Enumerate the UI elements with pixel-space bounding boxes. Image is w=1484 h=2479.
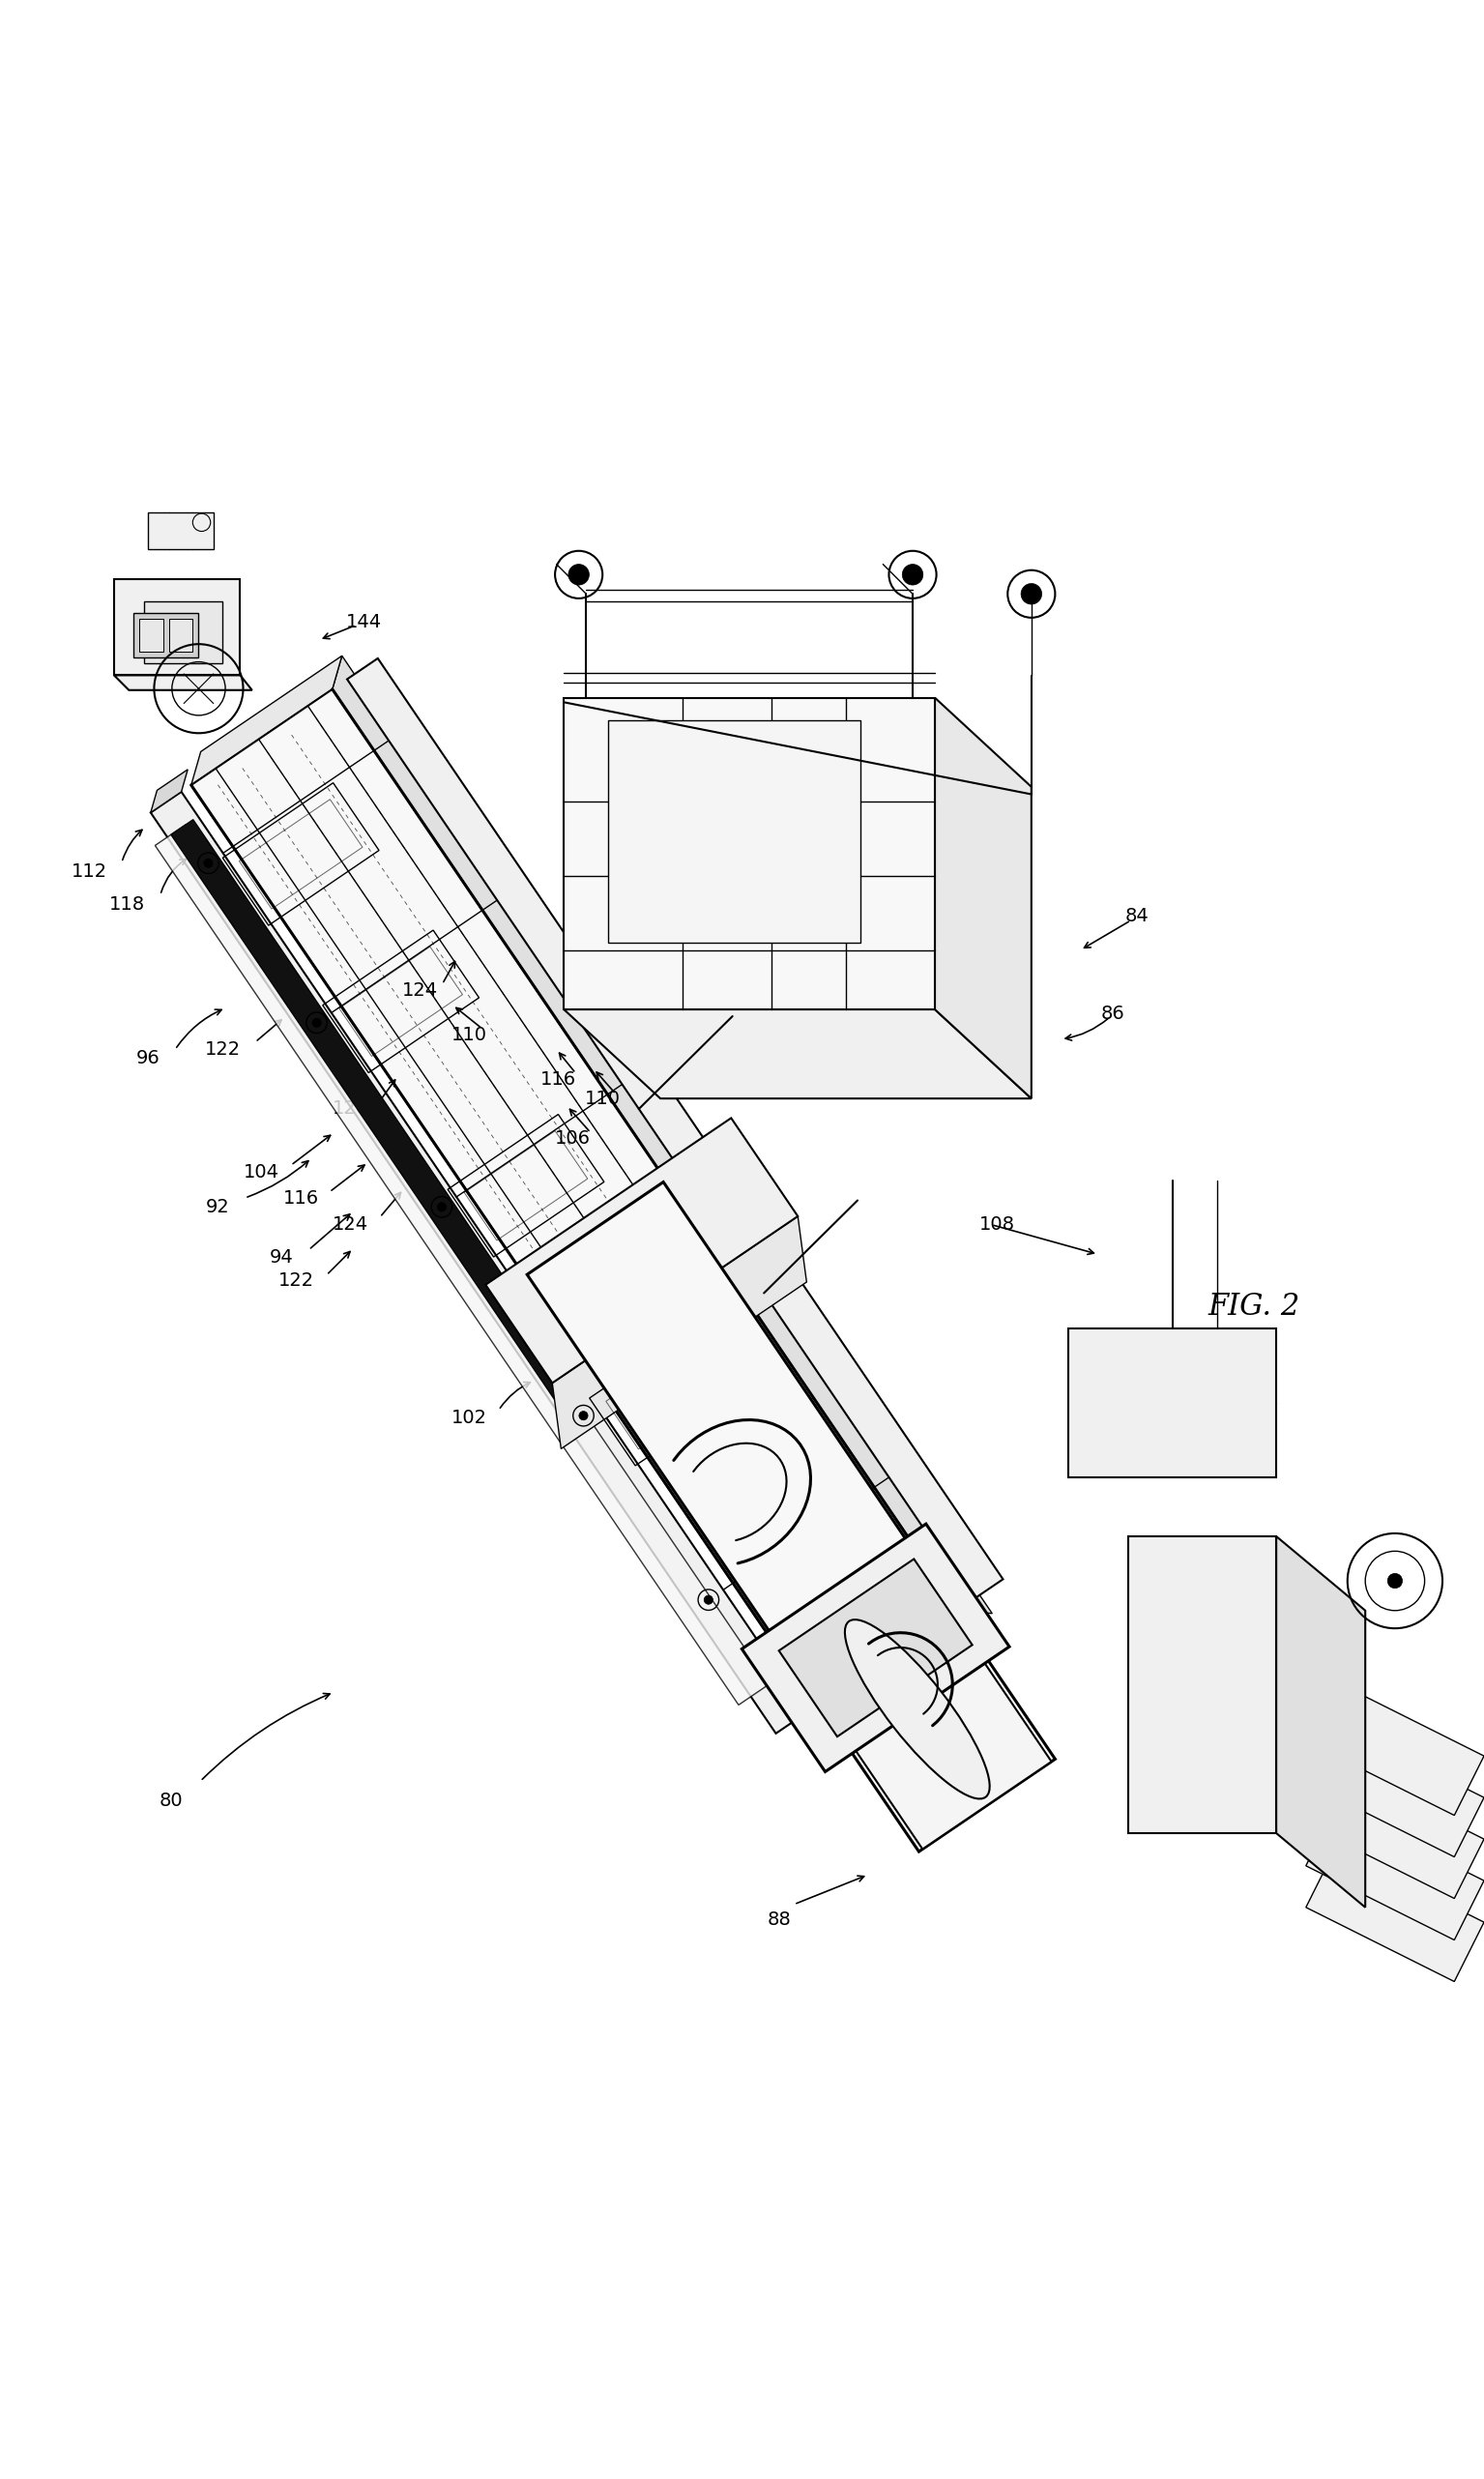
Polygon shape [779,1559,972,1738]
Polygon shape [191,689,957,1706]
Text: 86: 86 [1101,1004,1125,1024]
Text: 112: 112 [71,863,107,880]
Polygon shape [564,1009,1031,1098]
Polygon shape [347,659,1003,1599]
Text: 144: 144 [346,612,381,632]
Circle shape [438,1202,447,1212]
Polygon shape [171,821,577,1401]
Polygon shape [144,600,223,664]
Text: 124: 124 [332,1215,368,1235]
Ellipse shape [844,1619,990,1800]
Text: 108: 108 [979,1215,1015,1235]
Polygon shape [806,1589,1052,1849]
Text: 116: 116 [540,1071,576,1088]
Circle shape [312,1019,321,1026]
Polygon shape [151,768,188,813]
Polygon shape [151,791,807,1733]
Text: 104: 104 [243,1163,279,1182]
Polygon shape [148,513,214,550]
Polygon shape [935,697,1031,1098]
Text: 102: 102 [451,1408,487,1428]
Polygon shape [169,620,193,652]
Polygon shape [564,697,935,1009]
Polygon shape [552,1217,807,1448]
Text: 90: 90 [562,1356,586,1376]
Polygon shape [191,657,341,786]
Text: 92: 92 [206,1197,230,1217]
Text: 120: 120 [506,1301,542,1319]
Polygon shape [134,612,199,657]
Text: 106: 106 [555,1130,591,1148]
Text: FIG. 2: FIG. 2 [1208,1292,1300,1321]
Polygon shape [1306,1723,1484,1857]
Polygon shape [1068,1329,1276,1477]
Polygon shape [1276,1537,1365,1906]
Polygon shape [114,674,252,689]
Polygon shape [608,719,861,942]
Text: 94: 94 [270,1247,294,1267]
Text: 124: 124 [402,982,438,999]
Text: 110: 110 [585,1088,620,1108]
Circle shape [579,1411,588,1420]
Circle shape [568,565,589,585]
Text: 118: 118 [110,895,145,912]
Polygon shape [114,578,240,674]
Circle shape [203,858,212,868]
Polygon shape [1306,1847,1484,1981]
Circle shape [902,565,923,585]
Text: 96: 96 [137,1049,160,1068]
Polygon shape [1128,1537,1276,1832]
Text: 122: 122 [279,1272,315,1289]
Polygon shape [527,1182,1055,1852]
Polygon shape [1306,1765,1484,1899]
Polygon shape [1306,1807,1484,1941]
Polygon shape [1306,1681,1484,1815]
Text: 110: 110 [451,1026,487,1044]
Polygon shape [154,826,769,1706]
Polygon shape [139,620,163,652]
Circle shape [703,1596,712,1604]
Circle shape [1388,1574,1402,1589]
Polygon shape [742,1525,1009,1772]
Text: 80: 80 [159,1792,183,1810]
Text: 100: 100 [813,870,849,890]
Text: 116: 116 [283,1190,319,1207]
Circle shape [1021,583,1042,605]
Text: 88: 88 [767,1909,791,1929]
Polygon shape [332,657,993,1614]
Text: 122: 122 [205,1041,240,1059]
Text: 84: 84 [1125,907,1149,925]
Polygon shape [485,1118,798,1383]
Text: 120: 120 [332,1101,368,1118]
